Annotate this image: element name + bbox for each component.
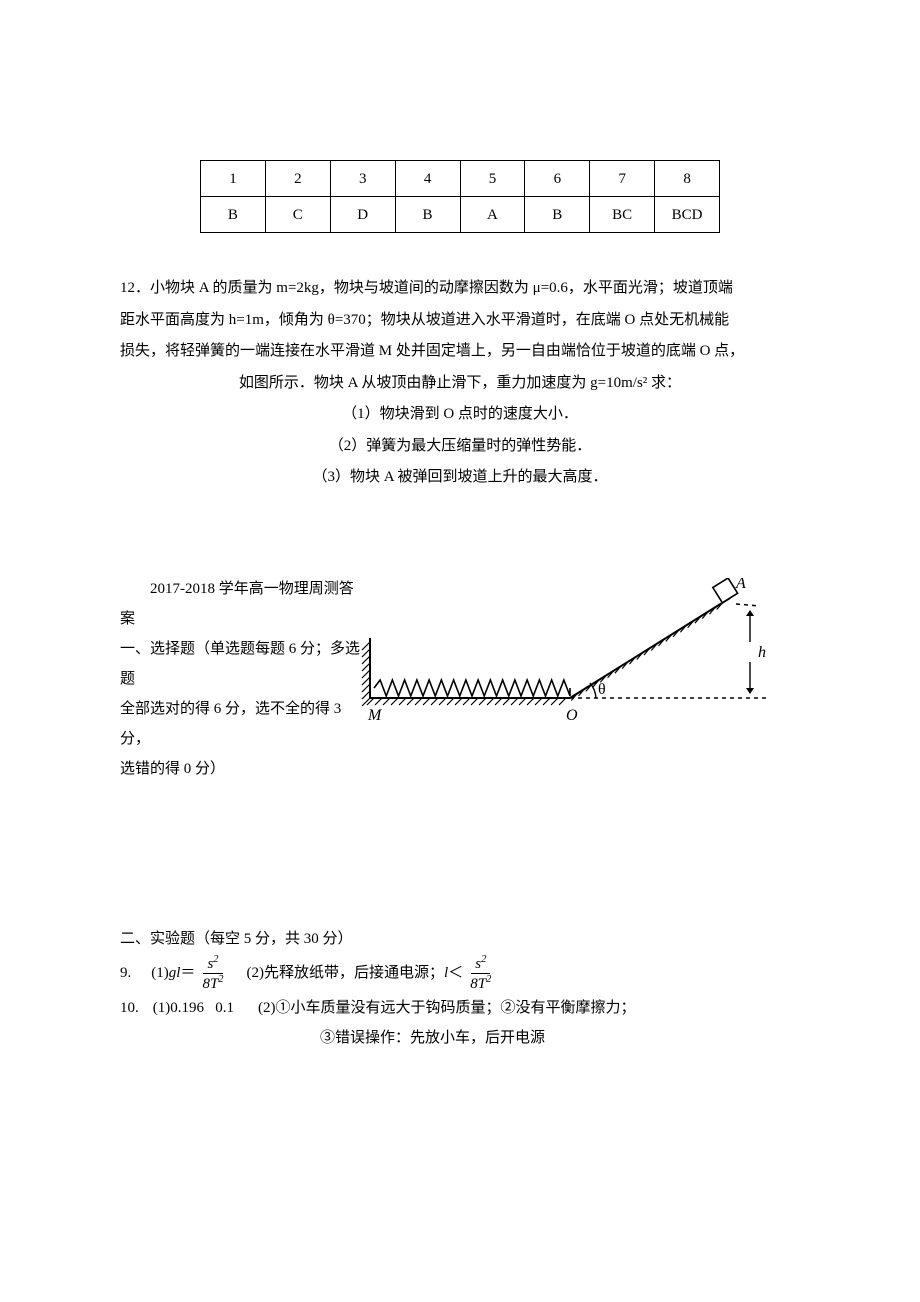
table-cell: BCD	[655, 197, 720, 233]
frac2-num-sup: 2	[481, 954, 486, 965]
table-cell: 8	[655, 161, 720, 197]
table-cell: 3	[330, 161, 395, 197]
q9-lt: ＜	[448, 958, 463, 988]
section1-title: 一、选择题（单选题每题 6 分；多选题	[120, 634, 360, 694]
q12-line2: 距水平面高度为 h=1m，倾角为 θ=370；物块从坡道进入水平滑道时，在底端 …	[120, 305, 800, 337]
table-cell: 2	[265, 161, 330, 197]
q12-line1: 小物块 A 的质量为 m=2kg，物块与坡道间的动摩擦因数为 μ=0.6，水平面…	[150, 280, 733, 296]
table-cell: A	[460, 197, 525, 233]
svg-text:θ: θ	[598, 681, 606, 698]
q9-eq: ＝	[180, 958, 195, 988]
incline-diagram: M Oθ Ah	[360, 578, 780, 728]
q12-sub1: （1）物块滑到 O 点时的速度大小．	[120, 399, 800, 431]
table-cell: BC	[590, 197, 655, 233]
q12-line3: 损失，将轻弹簧的一端连接在水平滑道 M 处并固定墙上，另一自由端恰位于坡道的底端…	[120, 336, 800, 368]
svg-text:O: O	[566, 707, 578, 724]
frac2-den-8: 8	[470, 976, 478, 992]
section1-line3: 选错的得 0 分）	[120, 754, 360, 784]
q10-line: 10. (1)0.196 0.1 (2)①小车质量没有远大于钩码质量；②没有平衡…	[120, 993, 800, 1023]
q12-line4: 如图所示．物块 A 从坡顶由静止滑下，重力加速度为 g=10m/s² 求：	[120, 368, 800, 400]
table-row: B C D B A B BC BCD	[201, 197, 720, 233]
table-cell: D	[330, 197, 395, 233]
table-cell: 6	[525, 161, 590, 197]
section1-line2: 全部选对的得 6 分，选不全的得 3 分，	[120, 694, 360, 754]
svg-text:A: A	[735, 578, 746, 592]
q12-number: 12．	[120, 280, 150, 296]
table-cell: B	[525, 197, 590, 233]
q12-body: 12．小物块 A 的质量为 m=2kg，物块与坡道间的动摩擦因数为 μ=0.6，…	[120, 273, 800, 305]
diagram-container: M Oθ Ah	[360, 574, 800, 728]
table-cell: 7	[590, 161, 655, 197]
table-cell: B	[395, 197, 460, 233]
answer-key-year: 2017-2018 学年高一物理周测答案	[120, 574, 360, 634]
q12-sub3: （3）物块 A 被弹回到坡道上升的最大高度．	[120, 462, 800, 494]
table-cell: 1	[201, 161, 266, 197]
frac2-den-sup: 2	[486, 974, 491, 985]
table-cell: C	[265, 197, 330, 233]
q9-frac2: s2 8T2	[466, 954, 495, 993]
q12-sub2: （2）弹簧为最大压缩量时的弹性势能．	[120, 431, 800, 463]
q9-var-gl: gl	[169, 958, 181, 988]
frac-den-sup: 2	[218, 974, 223, 985]
frac-den-8: 8	[202, 976, 210, 992]
q10-p2: (2)①小车质量没有远大于钩码质量；②没有平衡摩擦力；	[258, 993, 636, 1023]
answer-key-text: 2017-2018 学年高一物理周测答案 一、选择题（单选题每题 6 分；多选题…	[120, 574, 360, 784]
table-cell: B	[201, 197, 266, 233]
svg-text:M: M	[367, 707, 383, 724]
table-row: 1 2 3 4 5 6 7 8	[201, 161, 720, 197]
q9-frac1: s2 8T2	[198, 954, 227, 993]
q10-number: 10.	[120, 993, 139, 1023]
answer-key-row: 2017-2018 学年高一物理周测答案 一、选择题（单选题每题 6 分；多选题…	[120, 574, 800, 784]
q9-line: 9. (1) gl ＝ s2 8T2 (2)先释放纸带，后接通电源； l ＜ s…	[120, 954, 800, 993]
q10-p1: (1)0.196 0.1	[153, 993, 234, 1023]
section2-title: 二、实验题（每空 5 分，共 30 分）	[120, 924, 800, 954]
q9-number: 9.	[120, 958, 131, 988]
q9-p2-text: (2)先释放纸带，后接通电源；	[247, 958, 445, 988]
svg-text:h: h	[758, 644, 766, 661]
table-cell: 4	[395, 161, 460, 197]
q10-p3: ③错误操作：先放小车，后开电源	[120, 1023, 800, 1055]
frac-num-sup: 2	[213, 954, 218, 965]
table-cell: 5	[460, 161, 525, 197]
q9-p1-label: (1)	[151, 958, 169, 988]
answer-table: 1 2 3 4 5 6 7 8 B C D B A B BC BCD	[200, 160, 720, 233]
frac2-den-T: T	[478, 976, 486, 992]
